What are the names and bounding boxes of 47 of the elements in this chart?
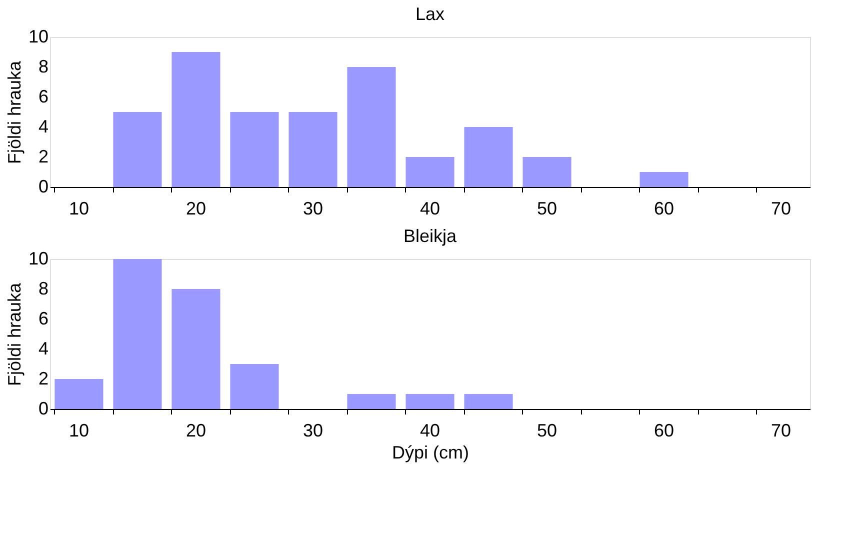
y-tick-label: 8 <box>38 56 48 76</box>
bar <box>522 157 572 187</box>
x-tick-label: 40 <box>420 420 440 440</box>
bar <box>347 67 396 187</box>
x-tick-label: 20 <box>186 198 206 218</box>
bar <box>288 112 338 187</box>
x-tick-label: 20 <box>186 420 206 440</box>
bar <box>406 157 454 187</box>
bar <box>464 394 513 409</box>
x-tick-label: 50 <box>536 420 558 440</box>
bar <box>640 172 688 187</box>
chart-title: Bleikja <box>403 226 458 246</box>
bar <box>347 394 396 409</box>
y-tick-label: 2 <box>38 146 48 166</box>
y-tick-label: 0 <box>38 398 48 418</box>
bar <box>230 112 279 187</box>
bar <box>230 364 279 409</box>
y-tick-label: 10 <box>28 26 48 46</box>
x-axis-title: Dýpi (cm) <box>392 442 469 462</box>
y-tick-label: 4 <box>38 338 48 358</box>
x-tick-label: 60 <box>654 420 674 440</box>
x-tick-label: 60 <box>654 198 674 218</box>
y-tick-label: 2 <box>38 368 48 388</box>
y-axis-title: Fjöldi hrauka <box>4 282 24 386</box>
x-tick-label: 50 <box>536 198 558 218</box>
bar <box>113 112 162 187</box>
y-tick-label: 8 <box>38 278 48 298</box>
bar <box>406 394 454 409</box>
x-tick-label: 70 <box>771 420 792 440</box>
x-tick-label: 70 <box>771 198 792 218</box>
bar <box>172 289 220 409</box>
y-tick-label: 6 <box>38 308 48 328</box>
x-tick-label: 30 <box>302 420 324 440</box>
bar <box>113 259 162 409</box>
y-tick-label: 4 <box>38 116 48 136</box>
bar <box>54 379 104 409</box>
bar <box>172 52 220 187</box>
bar <box>464 127 513 187</box>
y-tick-label: 10 <box>28 248 48 268</box>
chart-title: Lax <box>415 4 445 24</box>
x-tick-label: 30 <box>302 198 324 218</box>
y-tick-label: 0 <box>38 176 48 196</box>
x-tick-label: 10 <box>68 420 89 440</box>
x-tick-label: 10 <box>68 198 89 218</box>
y-tick-label: 6 <box>38 86 48 106</box>
x-tick-label: 40 <box>420 198 440 218</box>
y-axis-title: Fjöldi hrauka <box>4 60 24 164</box>
